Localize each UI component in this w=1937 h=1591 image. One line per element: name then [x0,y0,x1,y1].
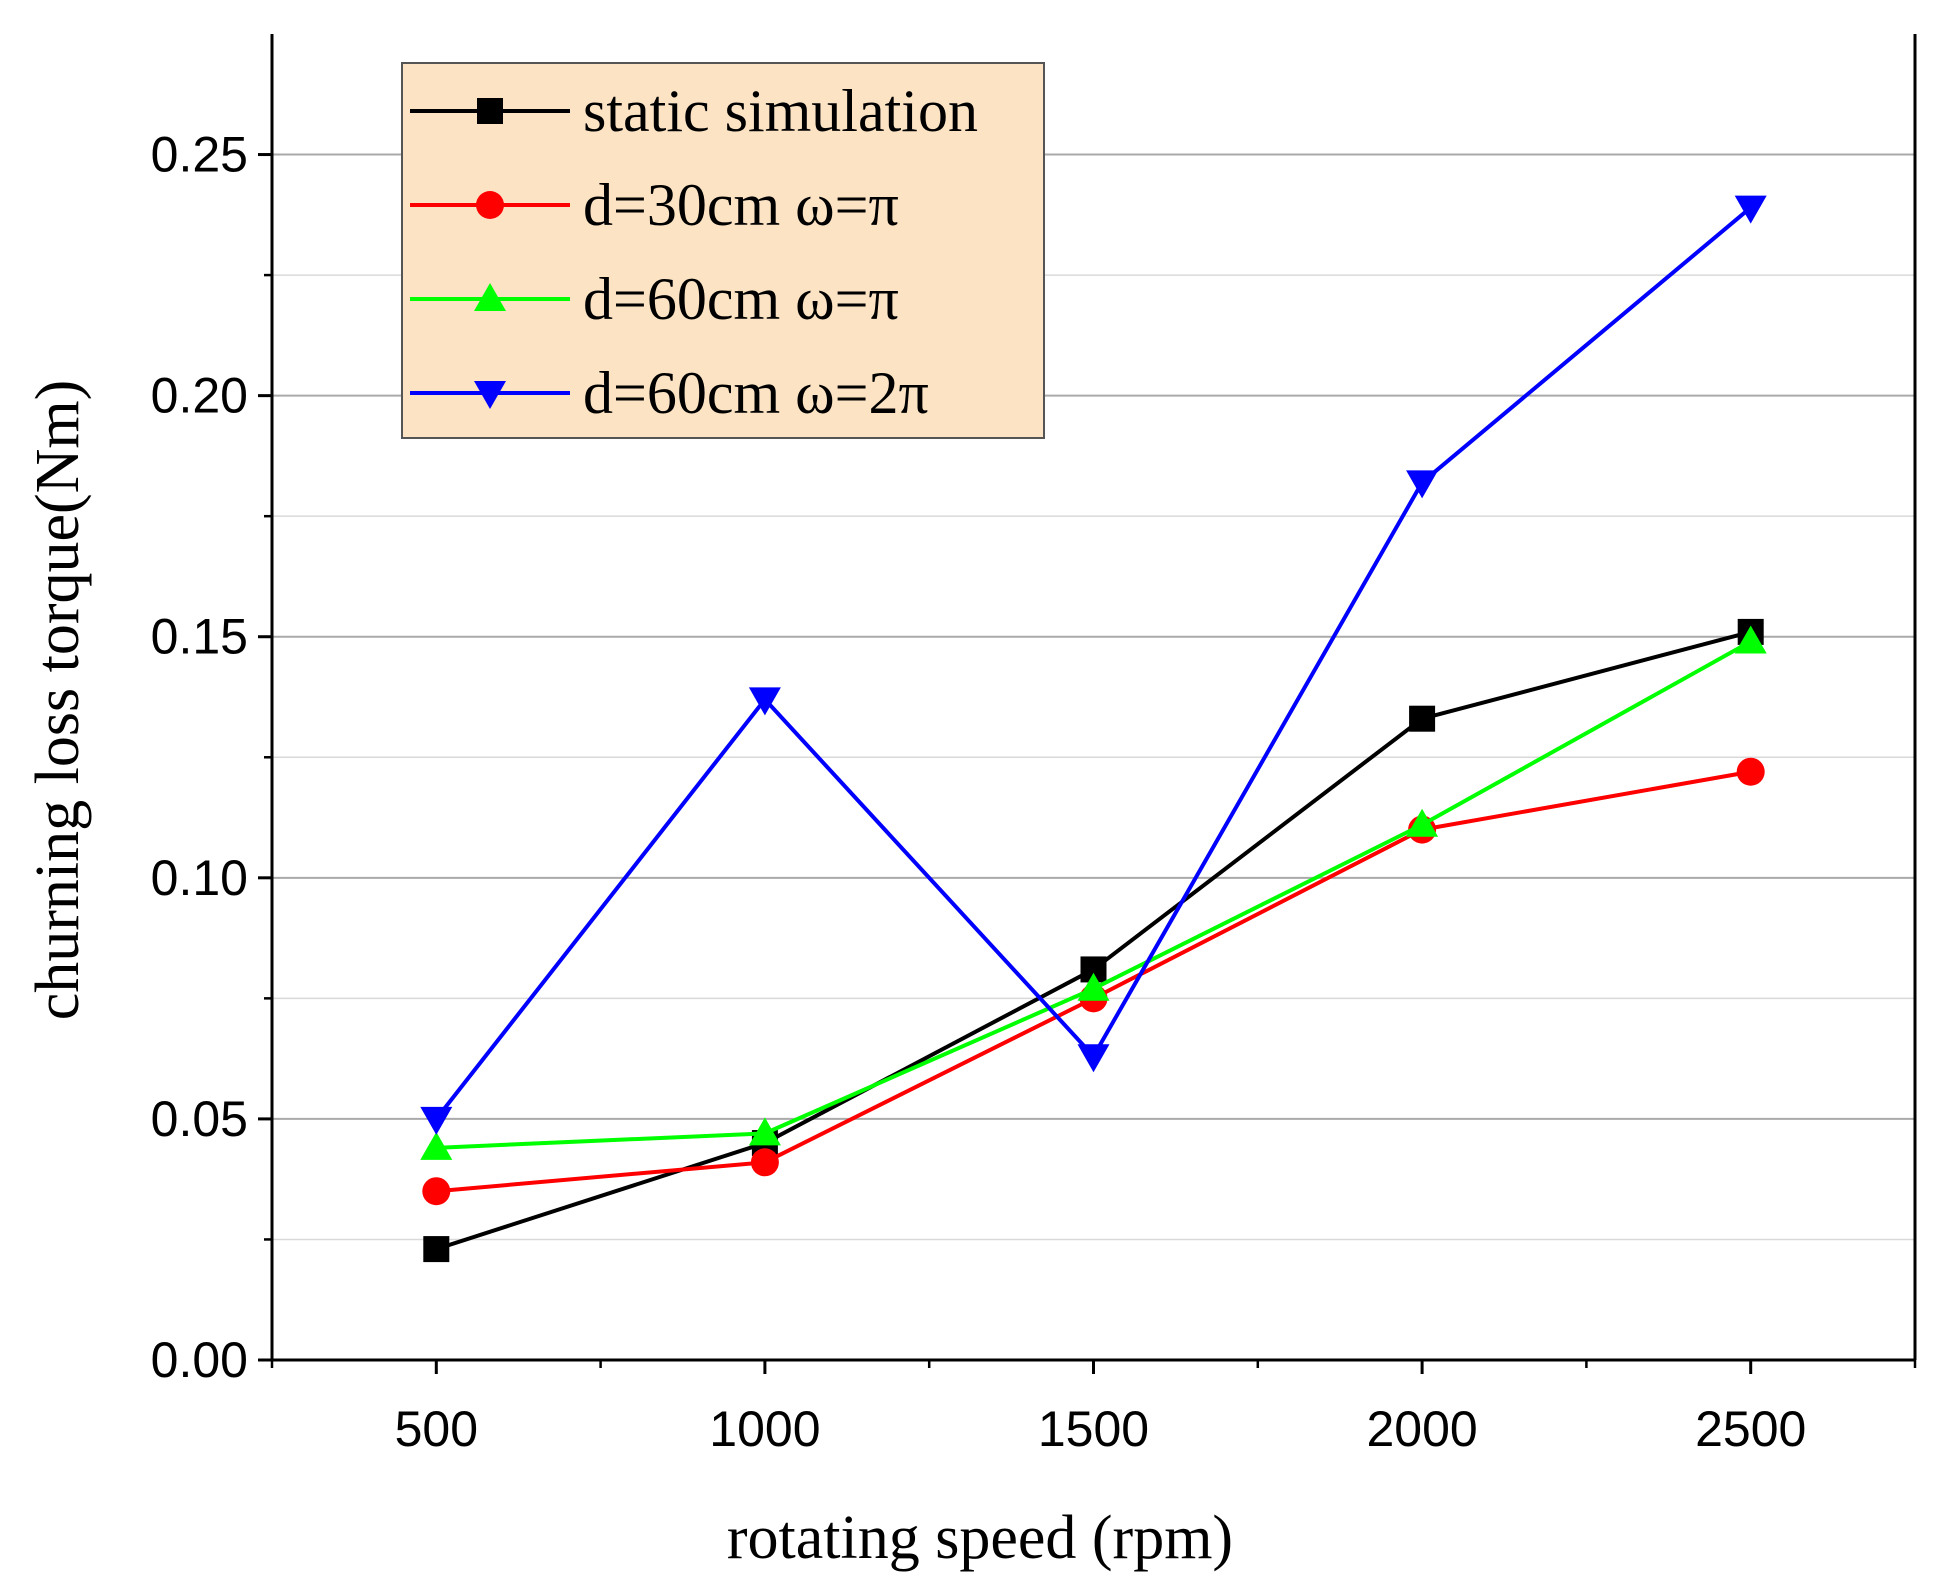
legend-entry: d=60cm ω=2π [410,360,929,426]
series-layer [420,195,1767,1263]
series-3 [420,625,1767,1160]
data-point [1734,625,1767,654]
y-tick-label: 0.25 [151,127,248,183]
legend-entry: static simulation [410,78,978,144]
data-point [1077,1044,1110,1073]
data-point [748,687,781,716]
data-point [423,1236,450,1263]
legend-entry: d=30cm ω=π [410,172,899,238]
axes-layer: 0.00 0.05 0.10 0.15 0.20 0.25 500 1000 1500 2000 2… [151,34,1917,1457]
x-axis-title: rotating speed (rpm) [727,1504,1233,1572]
grid-layer [272,153,1915,1241]
data-point [1406,470,1439,499]
legend-box [401,62,1045,439]
legend: static simulation d=30cm ω=π d=60cm ω=π d=6… [401,62,1045,439]
data-point [422,1177,451,1206]
y-axis-title: churning loss torque(Nm) [24,380,92,1021]
legend-entry: d=60cm ω=π [410,266,899,332]
data-point [420,1106,453,1135]
x-tick-label: 1000 [709,1401,820,1457]
legend-label: static simulation [583,78,978,144]
y-tick-label: 0.05 [151,1091,248,1147]
data-point [748,1117,781,1146]
y-tick-label: 0.00 [151,1332,248,1388]
data-point [1409,705,1436,732]
data-point [750,1148,779,1177]
x-tick-label: 1500 [1038,1401,1149,1457]
y-tick-label: 0.15 [151,609,248,665]
x-tick-label: 2500 [1695,1401,1806,1457]
data-point [1077,972,1110,1001]
legend-label: d=60cm ω=2π [583,360,929,426]
series-4 [420,195,1767,1135]
x-tick-label: 2000 [1366,1401,1477,1457]
x-tick-label: 500 [395,1401,478,1457]
legend-marker [474,283,506,311]
legend-label: d=30cm ω=π [583,172,899,238]
data-point [1406,808,1439,837]
legend-marker [476,191,504,219]
data-point [1736,757,1765,786]
y-tick-label: 0.10 [151,850,248,906]
legend-marker [477,98,503,124]
legend-label: d=60cm ω=π [583,266,899,332]
data-point [1734,195,1767,224]
data-point [420,1131,453,1160]
legend-marker [474,381,506,409]
series-line [435,629,1752,1252]
series-1 [423,618,1764,1263]
y-tick-label: 0.20 [151,368,248,424]
